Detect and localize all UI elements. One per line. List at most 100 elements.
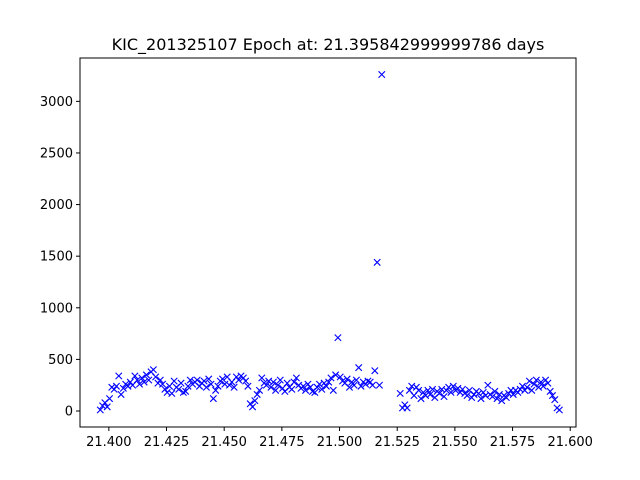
data-point <box>532 376 540 384</box>
data-point <box>375 381 384 389</box>
data-point <box>207 380 215 388</box>
data-point <box>230 383 238 391</box>
data-point <box>288 385 296 393</box>
x-tick-label: 21.575 <box>490 435 536 450</box>
data-point <box>366 378 374 386</box>
data-point <box>246 400 254 408</box>
data-point <box>525 377 533 385</box>
data-point <box>156 376 164 384</box>
data-point <box>449 382 457 390</box>
data-point <box>509 390 517 399</box>
data-point <box>170 377 178 385</box>
data-point <box>119 384 127 392</box>
data-point <box>332 371 340 379</box>
data-point <box>329 386 337 394</box>
data-point <box>523 383 531 391</box>
data-point <box>182 387 190 395</box>
data-point <box>362 380 370 388</box>
data-point <box>325 378 333 386</box>
data-point <box>117 390 125 399</box>
data-point <box>214 382 222 390</box>
data-point <box>548 391 557 400</box>
data-point <box>103 403 111 411</box>
data-point <box>302 386 310 394</box>
y-tick-label: 500 <box>48 353 73 368</box>
data-point <box>477 395 485 403</box>
data-point <box>412 383 420 391</box>
data-point <box>110 385 118 393</box>
x-axis: 21.400 21.425 21.450 21.475 21.500 21.525 21.5… <box>86 427 593 450</box>
data-point <box>112 382 121 390</box>
data-point <box>311 388 319 397</box>
x-tick-label: 21.500 <box>317 435 363 450</box>
data-point <box>368 381 377 389</box>
data-point <box>546 387 554 395</box>
data-point <box>251 397 259 405</box>
data-point <box>304 380 312 388</box>
data-point <box>145 376 153 384</box>
data-point <box>336 373 344 381</box>
data-point <box>435 389 444 398</box>
data-point <box>135 380 144 388</box>
x-tick-label: 21.450 <box>201 435 247 450</box>
data-point <box>152 373 160 381</box>
data-point <box>555 406 563 414</box>
data-point <box>161 385 169 393</box>
data-point <box>235 376 243 384</box>
x-tick-label: 21.425 <box>144 435 190 450</box>
data-point <box>373 258 381 266</box>
data-point <box>255 386 264 394</box>
data-point <box>318 385 326 393</box>
data-point <box>149 366 157 374</box>
x-tick-label: 21.550 <box>432 435 478 450</box>
points-layer <box>96 70 563 414</box>
x-tick-label: 21.600 <box>547 435 593 450</box>
data-point <box>447 388 455 397</box>
data-point <box>140 378 148 386</box>
data-point <box>272 386 280 394</box>
data-point <box>299 382 307 390</box>
data-point <box>126 378 134 386</box>
data-point <box>530 380 538 388</box>
data-point <box>350 381 358 389</box>
data-point <box>378 70 386 79</box>
data-point <box>202 383 211 391</box>
data-point <box>514 388 522 397</box>
data-point <box>458 385 467 393</box>
x-tick-label: 21.525 <box>374 435 420 450</box>
data-point <box>345 383 354 391</box>
data-point <box>253 390 261 399</box>
data-point <box>133 376 141 384</box>
data-point <box>177 379 185 387</box>
data-point <box>428 385 437 393</box>
data-point <box>371 367 379 375</box>
data-point <box>276 376 284 384</box>
data-point <box>258 374 266 382</box>
data-point <box>401 401 409 409</box>
y-tick-label: 3000 <box>40 95 73 110</box>
data-point <box>352 376 360 384</box>
data-point <box>415 386 423 394</box>
data-point <box>248 403 257 411</box>
data-point <box>426 390 434 399</box>
data-point <box>417 395 425 403</box>
data-point <box>186 376 194 384</box>
data-point <box>488 392 497 401</box>
data-point <box>239 374 247 382</box>
x-tick-label: 21.400 <box>86 435 132 450</box>
data-point <box>396 389 404 398</box>
data-point <box>292 374 300 382</box>
data-point <box>493 395 501 403</box>
data-point <box>357 382 365 390</box>
data-point <box>283 379 291 387</box>
data-point <box>468 393 476 402</box>
data-point <box>209 395 217 403</box>
data-point <box>138 374 146 382</box>
data-point <box>313 383 321 391</box>
y-tick-label: 1000 <box>40 301 73 316</box>
y-tick-label: 2500 <box>40 146 73 161</box>
data-point <box>498 397 506 405</box>
data-point <box>205 375 213 383</box>
data-point <box>322 382 330 390</box>
data-point <box>442 386 450 394</box>
